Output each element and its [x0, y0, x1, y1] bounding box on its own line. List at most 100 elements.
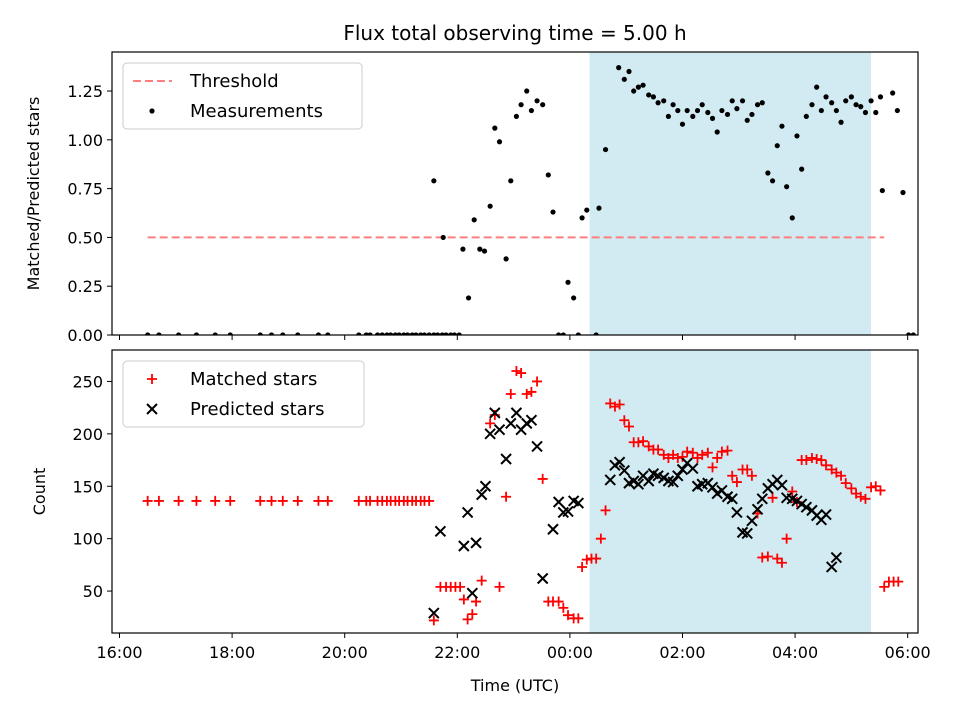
measurement-point [434, 332, 441, 335]
matched-star-point [153, 495, 164, 506]
predicted-star-point [672, 470, 684, 482]
predicted-star-point [756, 493, 768, 505]
observing-window [589, 350, 872, 633]
matched-star-point [521, 389, 532, 400]
measurement-point [853, 102, 859, 108]
measurement-point [694, 107, 701, 114]
matched-star-point [742, 464, 753, 475]
measurement-point [550, 209, 556, 215]
measurement-point [481, 248, 488, 254]
measurement-point [814, 84, 820, 90]
x-tick-label: 22:00 [434, 643, 480, 662]
predicted-star-point [746, 515, 758, 527]
measurement-point [621, 76, 627, 82]
measurement-point [404, 332, 411, 335]
predicted-star-point [562, 505, 574, 518]
measurement-point [575, 332, 581, 335]
matched-star-point [776, 557, 787, 568]
legend-box [122, 62, 363, 130]
y-tick-label: 0.75 [67, 180, 103, 199]
plot-frame [111, 51, 919, 336]
y-tick-label: 0.00 [67, 326, 103, 345]
measurement-point [426, 332, 432, 335]
matched-star-point [485, 418, 496, 429]
matched-star-point [609, 401, 620, 412]
matched-star-point [879, 581, 890, 592]
matched-star-point [558, 602, 569, 613]
y-tick-label: 0.25 [67, 277, 103, 296]
plot-frame [111, 349, 919, 634]
matched-star-point [653, 444, 664, 455]
legend-predicted-swatch [146, 403, 158, 415]
measurement-point [744, 117, 750, 123]
y-tick-label: 150 [72, 477, 103, 496]
measurement-point [388, 332, 394, 335]
matched-star-point [855, 491, 866, 502]
matched-star-point [722, 445, 733, 456]
measurement-point [829, 100, 835, 106]
plot-area [142, 365, 904, 626]
predicted-star-point [618, 464, 631, 477]
measurement-point [257, 332, 263, 335]
x-tick-label: 16:00 [96, 643, 142, 662]
x-tick-label: 06:00 [885, 643, 931, 662]
measurement-point [374, 332, 381, 335]
measurement-point [803, 113, 809, 120]
measurement-point [833, 107, 839, 114]
measurement-point [465, 295, 472, 301]
measurement-point [528, 107, 535, 114]
x-tick-label: 20:00 [322, 643, 368, 662]
predicted-star-point [820, 508, 832, 521]
measurement-point [646, 92, 652, 98]
legend-entry-label: Predicted stars [190, 399, 324, 420]
matched-star-point [467, 609, 478, 620]
matched-star-point [266, 495, 277, 506]
matched-star-point [731, 477, 742, 488]
matched-star-point [727, 470, 738, 481]
y-tick-label: 1.00 [67, 131, 103, 150]
matched-star-point [532, 376, 543, 387]
matched-star-point [638, 436, 649, 447]
measurement-point [487, 203, 493, 209]
predicted-star-point [466, 587, 479, 599]
measurement-point [699, 102, 705, 108]
matched-star-point [712, 452, 723, 463]
matched-star-point [526, 386, 537, 397]
matched-star-point [846, 483, 857, 494]
measurement-point [705, 109, 711, 116]
measurement-point [900, 189, 906, 196]
legend-box [122, 360, 365, 428]
matched-star-point [505, 389, 516, 400]
measurement-point [838, 119, 844, 125]
measurement-point [690, 113, 696, 120]
matched-star-point [787, 486, 798, 497]
measurement-point [714, 129, 720, 135]
matched-star-point [591, 553, 602, 564]
measurement-point [779, 123, 785, 129]
predicted-star-point [547, 523, 559, 535]
legend: Matched stars Predicted stars [122, 360, 365, 428]
predicted-star-point [643, 475, 655, 487]
matched-star-point [619, 415, 630, 426]
measurement-point [545, 172, 551, 178]
measurement-point [396, 332, 402, 335]
predicted-star-point [706, 481, 719, 494]
measurement-point [431, 178, 437, 184]
x-tick-label: 04:00 [772, 643, 818, 662]
matched-star-point [581, 554, 592, 565]
measurement-point [809, 102, 815, 108]
matched-star-point [292, 495, 303, 506]
measurement-point [508, 178, 514, 184]
measurement-point [513, 113, 520, 120]
measurement-point [789, 215, 795, 221]
measurement-point [616, 65, 622, 71]
measurement-point [503, 256, 509, 262]
matched-star-point [462, 614, 473, 625]
matched-star-point [255, 495, 266, 506]
measurement-point [640, 82, 646, 88]
measurement-point [877, 94, 884, 100]
y-tick-label: 250 [72, 372, 103, 391]
matched-star-point [860, 493, 871, 504]
measurement-point [894, 107, 900, 114]
matched-star-point [707, 462, 718, 473]
